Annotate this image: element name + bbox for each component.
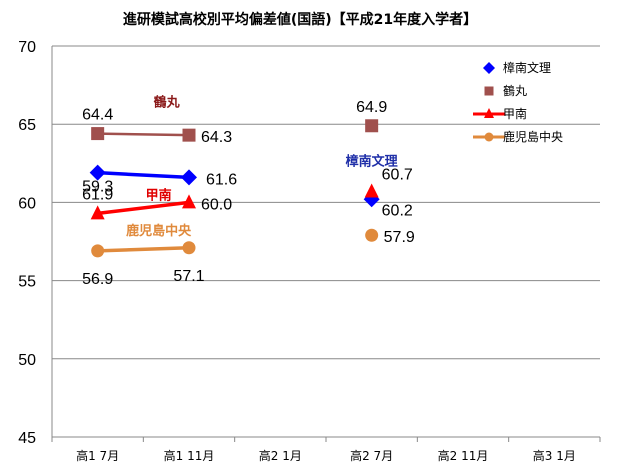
series-line (97, 200, 190, 216)
series-annotation: 鶴丸 (154, 95, 181, 111)
data-point-marker (91, 127, 105, 141)
data-point-marker (91, 244, 105, 258)
x-tick-label: 高1 7月 (76, 448, 119, 463)
data-point-marker (182, 128, 196, 142)
y-tick-label: 50 (18, 352, 36, 369)
y-tick-label: 60 (18, 195, 36, 212)
x-tick-label: 高1 11月 (164, 448, 215, 463)
x-tick-label: 高3 1月 (533, 448, 576, 463)
y-tick-label: 65 (18, 117, 36, 134)
series-line (97, 246, 190, 253)
data-label: 56.9 (82, 271, 113, 288)
series-layer (89, 119, 380, 258)
data-point-marker (89, 164, 106, 181)
data-label: 64.4 (82, 107, 113, 124)
series-line (97, 132, 190, 137)
data-label: 61.9 (82, 187, 113, 204)
data-label: 60.7 (382, 166, 413, 183)
series-甲南 (90, 183, 379, 220)
data-label: 59.3 (82, 178, 113, 195)
data-label: 57.9 (384, 229, 415, 246)
data-point-marker (365, 119, 379, 133)
data-label: 60.0 (201, 196, 232, 213)
data-point-marker (90, 205, 105, 220)
y-tick-label: 70 (18, 39, 36, 56)
series-annotation: 鹿児島中央 (126, 223, 192, 239)
data-point-marker (484, 108, 494, 118)
data-point-marker (484, 86, 494, 96)
data-point-marker (182, 194, 196, 209)
data-label: 61.6 (206, 171, 237, 188)
y-tick-label: 55 (18, 274, 36, 291)
gridlines (52, 45, 600, 360)
series-鹿児島中央 (91, 228, 379, 258)
legend-label: 鹿児島中央 (503, 129, 563, 144)
chart-title: 進研模試高校別平均偏差値(国語)【平成21年度入学者】 (123, 11, 477, 28)
series-annotation: 甲南 (146, 187, 172, 203)
data-point-marker (484, 132, 494, 142)
series-鶴丸 (91, 119, 379, 142)
data-point-marker (364, 183, 379, 198)
data-labels: 61.9 61.6 60.2 64.4 64.3 64.9 59.3 60.0 60.7 56.9… (82, 99, 415, 288)
x-tick-label: 高2 1月 (259, 448, 302, 463)
data-label: 64.3 (201, 129, 232, 146)
data-label: 57.1 (173, 268, 204, 285)
data-point-marker (181, 169, 197, 186)
legend-label: 鶴丸 (503, 83, 527, 98)
series-annotation: 樟南文理 (346, 153, 398, 169)
data-point-marker (483, 62, 495, 74)
legend-label: 樟南文理 (503, 60, 551, 75)
y-tick-label: 45 (18, 430, 36, 447)
data-label: 60.2 (382, 202, 413, 219)
legend-label: 甲南 (503, 106, 527, 121)
data-point-marker (365, 228, 379, 242)
axes: 45 50 55 60 65 70 高1 7月 高1 11月 高2 1月 高2 7月 高2 11月 高… (18, 39, 601, 463)
data-point-marker (182, 241, 196, 255)
data-label: 64.9 (356, 99, 387, 116)
series-line (97, 170, 190, 180)
x-tick-label: 高2 7月 (350, 448, 393, 463)
x-tick-label: 高2 11月 (438, 448, 489, 463)
